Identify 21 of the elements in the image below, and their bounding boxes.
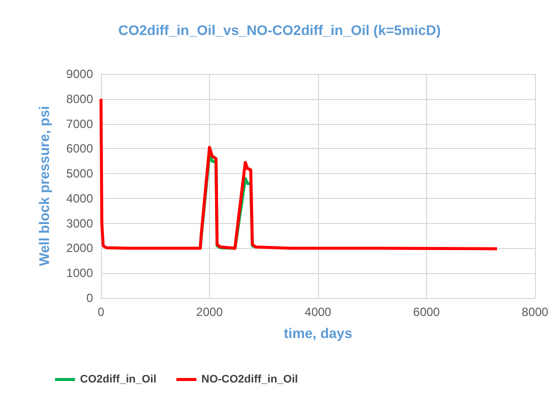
x-tick-label: 6000 [413,305,440,319]
y-tick-label: 3000 [66,216,94,230]
x-axis-title: time, days [284,325,352,341]
y-tick-label: 0 [86,291,94,305]
legend-label: NO-CO2diff_in_Oil [201,374,298,386]
line-series [100,97,499,250]
x-tick-label: 4000 [304,305,332,319]
y-tick-label: 6000 [66,142,94,156]
y-tick-label: 2000 [66,241,94,256]
chart-title: CO2diff_in_Oil_vs_NO-CO2diff_in_Oil (k=5micD) [118,22,441,38]
y-tick-label: 9000 [66,67,94,81]
y-tick-label: 7000 [66,116,94,131]
x-tick-label: 0 [98,305,105,319]
y-axis-title: Well block pressure, psi [36,106,52,266]
y-tick-label: 5000 [66,166,94,181]
y-tick-label: 1000 [66,266,94,280]
x-tick-label: 2000 [196,305,224,319]
legend-label: CO2diff_in_Oil [80,374,156,386]
y-tick-label: 8000 [66,92,94,106]
y-tick-label: 4000 [66,191,94,206]
x-tick-label: 8000 [522,305,549,319]
